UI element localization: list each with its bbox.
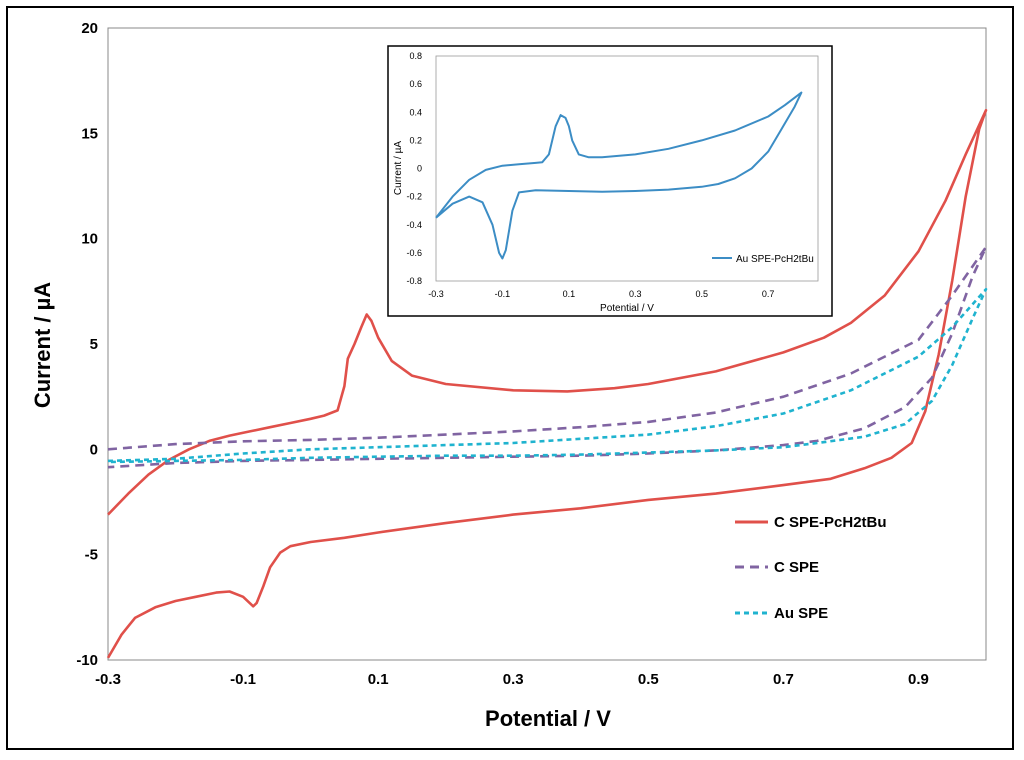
main-series-line-c-spe (107, 245, 988, 469)
inset-plot-area (435, 55, 819, 282)
inset-y-tick-label: -0.4 (406, 220, 422, 230)
inset-legend: Au SPE-PcH2tBu (712, 254, 814, 265)
inset-x-tick-label: 0.7 (762, 289, 775, 299)
inset-y-tick-label: -0.6 (406, 248, 422, 258)
main-series-line-au-spe (107, 287, 988, 464)
inset-frame (387, 45, 833, 317)
main-y-tick-label: -5 (85, 547, 98, 564)
main-y-tick-label: -10 (76, 652, 98, 669)
main-series-group (106, 108, 988, 659)
main-tick-group: -0.3 -0.1 0.1 0.3 0.5 0.7 0.9 20 15 10 5 0 -5 -10 (76, 20, 929, 688)
inset-tick-group: -0.3 -0.1 0.1 0.3 0.5 0.7 0.8 0.6 0.4 0.2 0 -0.2 -0.… (406, 51, 774, 299)
inset-legend-label: Au SPE-PcH2tBu (736, 254, 814, 265)
main-y-tick-label: 5 (90, 336, 98, 353)
figure-frame (6, 6, 1014, 750)
inset-y-tick-label: -0.2 (406, 192, 422, 202)
inset-y-axis-title: Current / µA (393, 141, 404, 195)
main-x-tick-label: -0.1 (230, 671, 256, 688)
main-y-axis-title: Current / µA (30, 282, 55, 408)
main-y-tick-label: 20 (81, 20, 98, 37)
inset-y-tick-label: 0 (417, 164, 422, 174)
main-x-tick-label: 0.1 (368, 671, 389, 688)
legend-label-c-spe-pch2tbu: C SPE-PcH2tBu (774, 514, 887, 531)
main-x-tick-label: 0.7 (773, 671, 794, 688)
main-series-line-c-spe-pch2tbu (106, 108, 988, 659)
main-y-tick-label: 0 (90, 441, 98, 458)
inset-x-tick-label: 0.5 (695, 289, 708, 299)
inset-y-tick-label: 0.6 (409, 79, 422, 89)
inset-y-tick-label: 0.8 (409, 51, 422, 61)
inset-x-tick-label: -0.1 (495, 289, 511, 299)
main-x-tick-label: 0.9 (908, 671, 929, 688)
inset-series-group (435, 91, 803, 260)
legend-label-c-spe: C SPE (774, 559, 819, 576)
inset-y-tick-label: 0.2 (409, 135, 422, 145)
main-y-tick-label: 15 (81, 125, 98, 142)
main-y-tick-label: 10 (81, 231, 98, 248)
main-x-tick-label: 0.3 (503, 671, 524, 688)
legend-label-au-spe: Au SPE (774, 605, 828, 622)
inset-y-tick-label: 0.4 (409, 107, 422, 117)
inset-x-tick-label: 0.3 (629, 289, 642, 299)
inset-x-tick-label: -0.3 (428, 289, 444, 299)
main-x-axis-title: Potential / V (485, 706, 611, 731)
main-x-tick-label: -0.3 (95, 671, 121, 688)
inset-x-tick-label: 0.1 (563, 289, 576, 299)
main-x-tick-label: 0.5 (638, 671, 659, 688)
inset-series-line-au-spe-pch2tbu (435, 91, 803, 260)
inset-y-tick-label: -0.8 (406, 276, 422, 286)
inset-x-axis-title: Potential / V (600, 303, 654, 314)
main-legend: C SPE-PcH2tBu C SPE Au SPE (735, 514, 887, 622)
